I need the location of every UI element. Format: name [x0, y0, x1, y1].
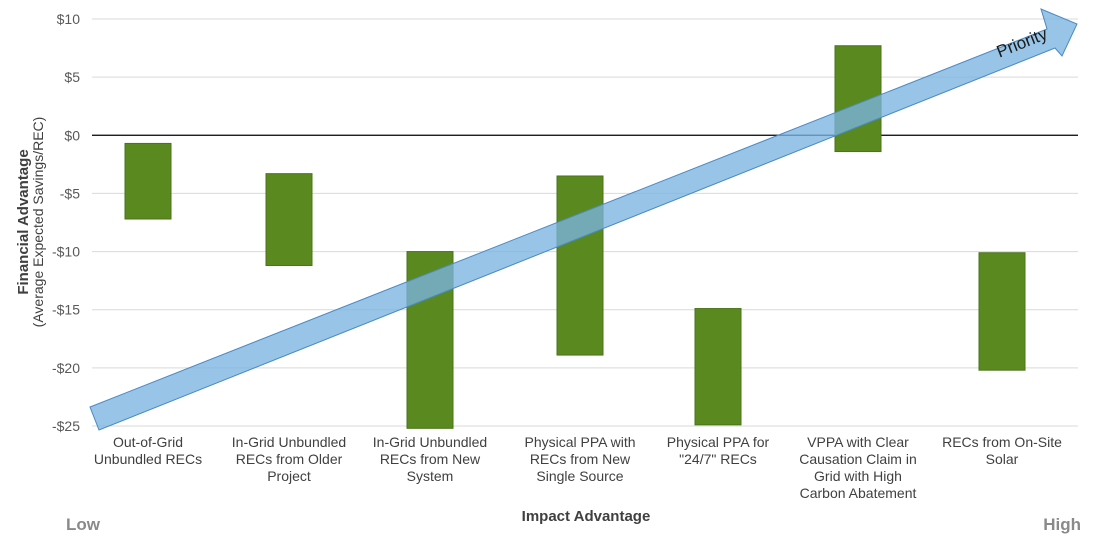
y-tick-label: $0	[64, 127, 80, 143]
x-category-label-line: In-Grid Unbundled	[373, 434, 487, 450]
x-category-label-line: Physical PPA with	[524, 434, 635, 450]
priority-arrow: Priority	[89, 8, 1078, 431]
y-tick-label: $5	[64, 69, 80, 85]
x-category-label-line: In-Grid Unbundled	[232, 434, 346, 450]
priority-arrow-shape	[89, 8, 1078, 431]
x-low-label: Low	[66, 515, 101, 534]
x-category-label-line: "24/7" RECs	[679, 451, 757, 467]
range-bars	[124, 45, 1026, 429]
range-bar	[978, 252, 1026, 371]
x-category-label-line: System	[407, 468, 454, 484]
x-category-label-line: RECs from On-Site	[942, 434, 1062, 450]
y-tick-labels: $10 $5 $0 -$5 -$10 -$15 -$20 -$25	[52, 11, 80, 434]
x-category-label-line: Out-of-Grid	[113, 434, 183, 450]
x-category-label-line: Causation Claim in	[799, 451, 917, 467]
x-category-labels: Out-of-Grid Unbundled RECs In-Grid Unbundl…	[94, 434, 1062, 501]
y-tick-label: -$25	[52, 418, 80, 434]
x-category-label-line: VPPA with Clear	[807, 434, 909, 450]
x-category-label: Out-of-Grid Unbundled RECs	[94, 434, 202, 467]
y-axis-title-main: Financial Advantage	[15, 149, 32, 294]
range-bar	[694, 308, 742, 426]
x-category-label-line: Single Source	[536, 468, 623, 484]
x-category-label: Physical PPA with RECs from New Single Sou…	[524, 434, 635, 484]
y-tick-label: -$20	[52, 360, 80, 376]
x-category-label-line: RECs from New	[380, 451, 481, 467]
x-category-label-line: RECs from New	[530, 451, 631, 467]
x-category-label-line: Physical PPA for	[667, 434, 770, 450]
y-tick-label: -$5	[60, 185, 80, 201]
x-axis-title: Impact Advantage	[522, 508, 651, 525]
x-category-label: VPPA with Clear Causation Claim in Grid wi…	[799, 434, 917, 501]
y-tick-label: $10	[57, 11, 81, 27]
y-tick-label: -$15	[52, 302, 80, 318]
y-tick-label: -$10	[52, 244, 80, 260]
x-category-label: Physical PPA for "24/7" RECs	[667, 434, 770, 467]
x-high-label: High	[1043, 515, 1081, 534]
range-bar	[265, 173, 313, 267]
x-category-label-line: Project	[267, 468, 311, 484]
x-category-label-line: Grid with High	[814, 468, 902, 484]
x-category-label: In-Grid Unbundled RECs from Older Project	[232, 434, 346, 484]
x-category-label: In-Grid Unbundled RECs from New System	[373, 434, 487, 484]
range-bar	[556, 175, 604, 356]
x-category-label: RECs from On-Site Solar	[942, 434, 1062, 467]
y-axis-title: Financial Advantage (Average Expected Sa…	[15, 117, 46, 328]
y-axis-title-sub: (Average Expected Savings/REC)	[30, 117, 46, 328]
x-category-label-line: RECs from Older	[236, 451, 343, 467]
x-category-label-line: Solar	[986, 451, 1019, 467]
range-bar	[124, 142, 172, 220]
x-category-label-line: Unbundled RECs	[94, 451, 202, 467]
x-category-label-line: Carbon Abatement	[800, 485, 917, 501]
